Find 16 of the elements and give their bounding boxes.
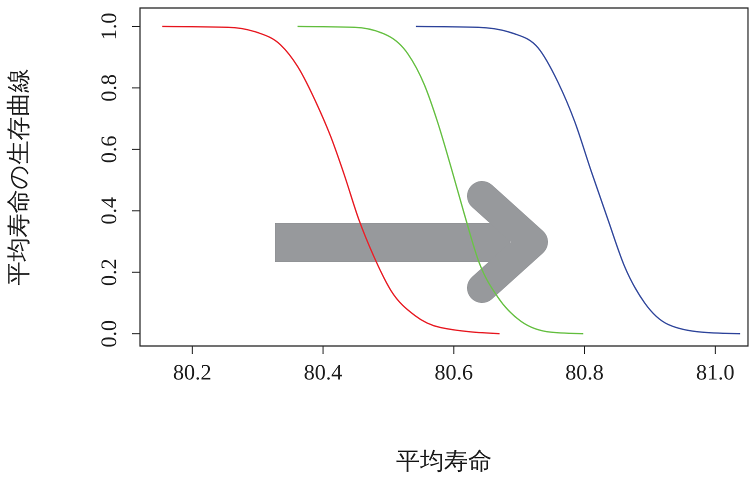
line-series xyxy=(415,26,741,334)
line-series xyxy=(296,26,584,334)
y-tick-label: 1.0 xyxy=(96,12,121,40)
x-tick-label: 80.6 xyxy=(434,360,474,385)
x-tick-label: 80.8 xyxy=(565,360,604,385)
x-tick-label: 80.4 xyxy=(304,360,342,385)
y-tick-label: 0.8 xyxy=(96,74,121,102)
y-tick-label: 0.6 xyxy=(96,136,121,164)
x-tick-label: 80.2 xyxy=(173,360,212,385)
x-axis-title: 平均寿命 xyxy=(396,449,492,475)
y-tick-label: 0.2 xyxy=(96,258,121,286)
y-tick-label: 0.4 xyxy=(96,197,121,225)
line-series xyxy=(162,26,500,334)
y-axis-title: 平均寿命の生存曲線 xyxy=(6,68,33,286)
y-tick-label: 0.0 xyxy=(96,320,121,348)
x-tick-label: 81.0 xyxy=(696,360,735,385)
